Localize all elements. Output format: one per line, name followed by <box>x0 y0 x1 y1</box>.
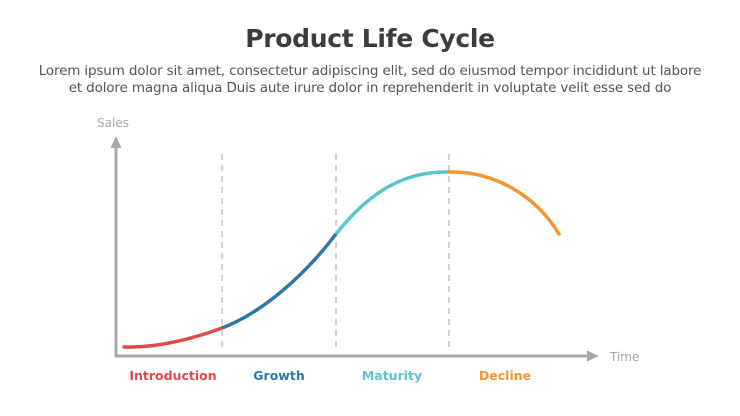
description-line-1: Lorem ipsum dolor sit amet, consectetur … <box>38 63 702 79</box>
page-title: Product Life Cycle <box>245 24 495 53</box>
x-axis-arrowhead <box>587 350 599 362</box>
stage-label-introduction: Introduction <box>129 368 216 383</box>
y-axis-arrowhead <box>110 136 122 148</box>
curve-maturity <box>334 170 450 236</box>
stage-label-growth: Growth <box>253 368 304 383</box>
curve-decline <box>447 170 561 236</box>
curve-growth <box>221 232 338 330</box>
curve-introduction <box>122 326 224 349</box>
stage-label-decline: Decline <box>479 368 531 383</box>
description-line-2: et dolore magna aliqua Duis aute irure d… <box>68 80 672 96</box>
page-description: Lorem ipsum dolor sit amet, consectetur … <box>20 63 720 97</box>
y-axis-label: Sales <box>97 116 129 130</box>
x-axis-label: Time <box>609 350 639 364</box>
stage-label-maturity: Maturity <box>362 368 422 383</box>
